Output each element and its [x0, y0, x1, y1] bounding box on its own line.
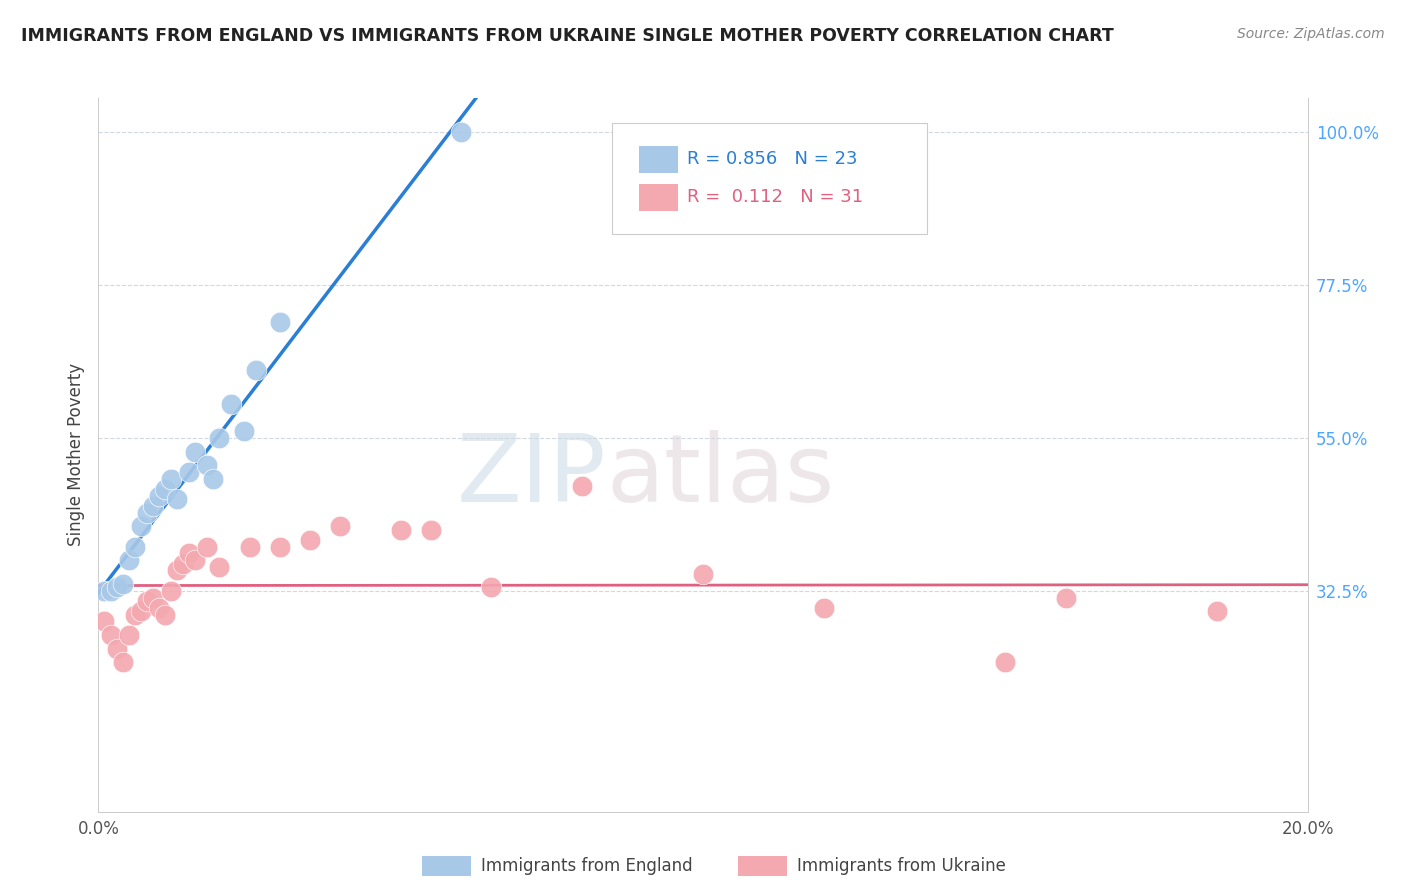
Point — [179, 546, 201, 560]
Point — [329, 519, 352, 533]
Bar — [638, 146, 678, 173]
Point — [105, 641, 128, 656]
Text: IMMIGRANTS FROM ENGLAND VS IMMIGRANTS FROM UKRAINE SINGLE MOTHER POVERTY CORRELA: IMMIGRANTS FROM ENGLAND VS IMMIGRANTS FR… — [21, 27, 1114, 45]
Point — [142, 591, 165, 605]
Point — [269, 540, 291, 554]
Point — [135, 506, 157, 520]
Point — [1054, 591, 1077, 605]
Point — [184, 553, 207, 567]
Point — [129, 519, 152, 533]
Point — [160, 472, 183, 486]
Point — [172, 557, 194, 571]
Point — [124, 540, 146, 554]
Text: R =  0.112   N = 31: R = 0.112 N = 31 — [688, 188, 863, 206]
Point — [195, 458, 218, 472]
Point — [93, 615, 115, 629]
Point — [389, 523, 412, 537]
FancyBboxPatch shape — [613, 123, 927, 234]
Y-axis label: Single Mother Poverty: Single Mother Poverty — [66, 363, 84, 547]
Point — [994, 655, 1017, 669]
Point — [450, 125, 472, 139]
Point — [153, 607, 176, 622]
Point — [111, 655, 134, 669]
Point — [269, 315, 291, 329]
Text: Immigrants from England: Immigrants from England — [481, 857, 693, 875]
Point — [208, 431, 231, 445]
Point — [111, 577, 134, 591]
Point — [692, 566, 714, 581]
Point — [135, 594, 157, 608]
Point — [142, 499, 165, 513]
Point — [239, 540, 262, 554]
Point — [571, 478, 593, 492]
Text: Source: ZipAtlas.com: Source: ZipAtlas.com — [1237, 27, 1385, 41]
Text: atlas: atlas — [606, 430, 835, 523]
Point — [202, 472, 225, 486]
Point — [184, 444, 207, 458]
Point — [129, 604, 152, 618]
Point — [100, 583, 122, 598]
Text: Immigrants from Ukraine: Immigrants from Ukraine — [797, 857, 1007, 875]
Point — [93, 583, 115, 598]
Point — [221, 397, 243, 411]
Point — [105, 581, 128, 595]
Text: R = 0.856   N = 23: R = 0.856 N = 23 — [688, 151, 858, 169]
Point — [153, 482, 176, 496]
Point — [1206, 604, 1229, 618]
Point — [245, 363, 267, 377]
Point — [232, 424, 254, 438]
Point — [148, 489, 170, 503]
Point — [813, 600, 835, 615]
Point — [166, 492, 188, 507]
Text: ZIP: ZIP — [457, 430, 606, 523]
Point — [481, 581, 503, 595]
Point — [208, 560, 231, 574]
Point — [124, 607, 146, 622]
Point — [420, 523, 443, 537]
Point — [179, 465, 201, 479]
Point — [148, 600, 170, 615]
Point — [195, 540, 218, 554]
Point — [299, 533, 322, 547]
Point — [118, 553, 141, 567]
Point — [160, 583, 183, 598]
Point — [166, 564, 188, 578]
Point — [100, 628, 122, 642]
Point — [118, 628, 141, 642]
Bar — [638, 184, 678, 211]
